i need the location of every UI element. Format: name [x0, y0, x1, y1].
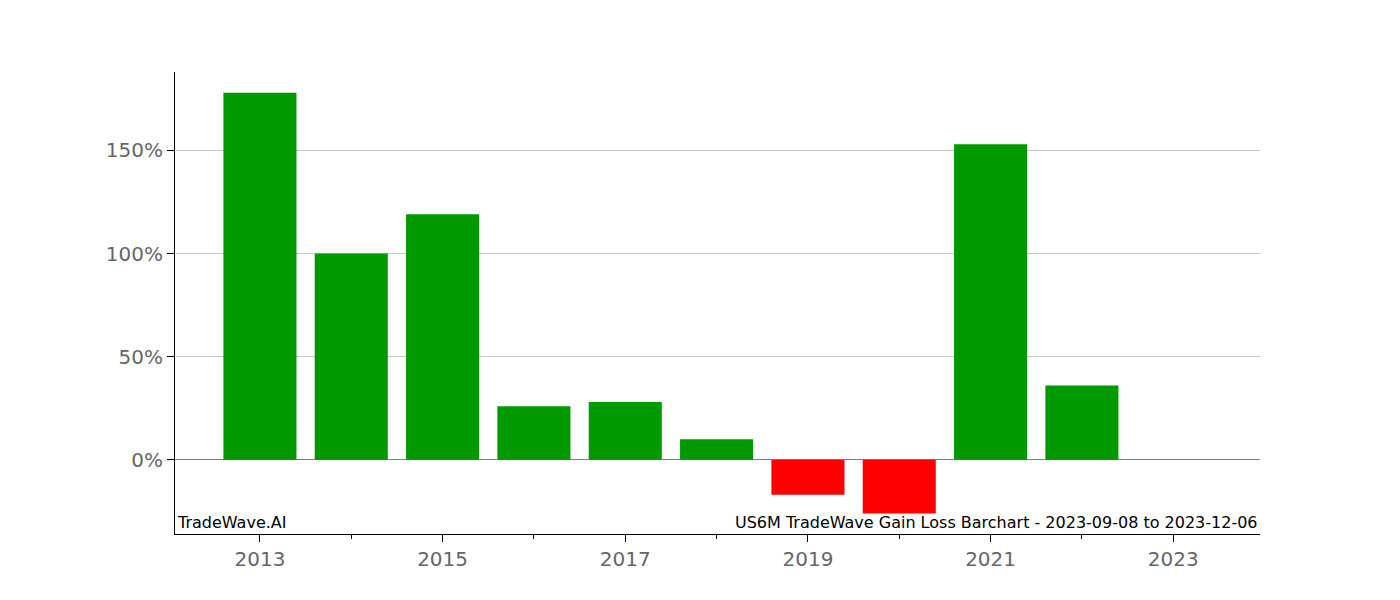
svg-text:100%: 100%	[106, 242, 163, 266]
svg-text:2013: 2013	[234, 547, 285, 571]
svg-text:TradeWave.AI: TradeWave.AI	[177, 513, 286, 532]
svg-text:150%: 150%	[106, 138, 163, 162]
svg-text:2021: 2021	[965, 547, 1016, 571]
svg-text:US6M TradeWave Gain Loss Barch: US6M TradeWave Gain Loss Barchart - 2023…	[735, 513, 1258, 532]
svg-text:2017: 2017	[600, 547, 651, 571]
svg-text:2023: 2023	[1148, 547, 1199, 571]
svg-text:50%: 50%	[119, 345, 163, 369]
svg-text:0%: 0%	[131, 448, 163, 472]
svg-text:2015: 2015	[417, 547, 468, 571]
svg-text:2019: 2019	[782, 547, 833, 571]
